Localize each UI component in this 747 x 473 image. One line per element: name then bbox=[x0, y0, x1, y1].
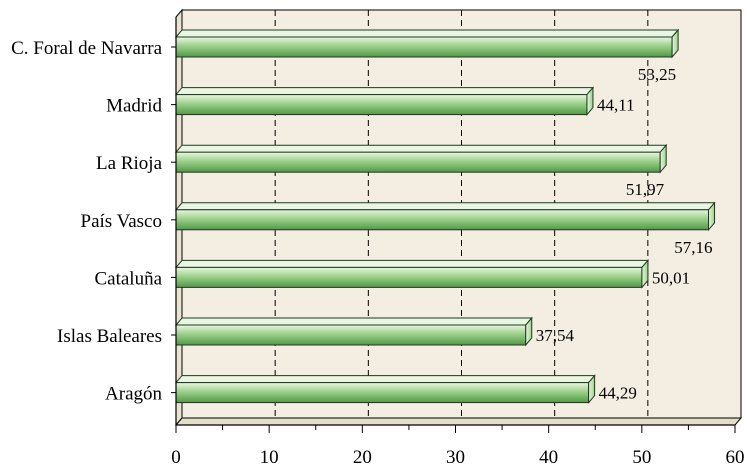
x-tick-label-6: 60 bbox=[726, 447, 745, 468]
bar-cap-0 bbox=[671, 28, 679, 59]
bar-cap-2 bbox=[659, 143, 667, 174]
bar-top-3 bbox=[174, 202, 716, 211]
bar-top-1 bbox=[174, 87, 595, 96]
x-tick-label-3: 30 bbox=[446, 447, 465, 468]
category-label-2: La Rioja bbox=[96, 153, 163, 174]
bar-top-5 bbox=[174, 317, 533, 326]
bar-cap-4 bbox=[641, 259, 649, 289]
category-label-6: Aragón bbox=[105, 384, 162, 405]
bar-6 bbox=[174, 374, 596, 404]
value-label-0: 53,25 bbox=[638, 65, 676, 84]
value-label-5: 37,54 bbox=[536, 326, 575, 345]
category-label-5: Islas Baleares bbox=[57, 326, 162, 347]
value-label-1: 44,11 bbox=[597, 96, 635, 115]
bar-3 bbox=[174, 201, 716, 232]
bar-0 bbox=[174, 28, 680, 59]
bar-front-6 bbox=[175, 382, 590, 404]
bar-top-4 bbox=[174, 259, 650, 268]
x-tick-label-2: 20 bbox=[353, 447, 372, 468]
value-label-4: 50,01 bbox=[652, 268, 690, 287]
bar-front-5 bbox=[175, 324, 527, 346]
bar-front-0 bbox=[175, 36, 673, 58]
plot-floor bbox=[174, 417, 743, 426]
bar-1 bbox=[174, 86, 595, 116]
category-label-1: Madrid bbox=[106, 96, 162, 117]
value-label-2: 51,97 bbox=[626, 180, 665, 199]
value-label-3: 57,16 bbox=[674, 238, 712, 257]
bar-top-2 bbox=[174, 144, 668, 153]
bar-cap-3 bbox=[708, 201, 716, 232]
bar-front-4 bbox=[175, 266, 643, 288]
bar-5 bbox=[174, 316, 533, 347]
bar-cap-5 bbox=[525, 316, 533, 347]
category-label-0: C. Foral de Navarra bbox=[11, 38, 162, 59]
bar-top-6 bbox=[174, 375, 596, 384]
bar-cap-6 bbox=[588, 374, 596, 404]
x-tick-label-5: 50 bbox=[632, 447, 651, 468]
bar-front-3 bbox=[175, 209, 710, 231]
bar-front-2 bbox=[175, 151, 661, 173]
bar-front-1 bbox=[175, 94, 588, 116]
bar-4 bbox=[174, 259, 650, 289]
x-tick-label-1: 10 bbox=[260, 447, 279, 468]
x-tick-label-0: 0 bbox=[171, 447, 181, 468]
bar-top-0 bbox=[174, 29, 680, 38]
category-label-3: País Vasco bbox=[81, 211, 162, 232]
bar-cap-1 bbox=[586, 86, 594, 116]
value-label-6: 44,29 bbox=[599, 384, 637, 403]
x-tick-label-4: 40 bbox=[539, 447, 558, 468]
bar-2 bbox=[174, 143, 668, 174]
category-label-4: Cataluña bbox=[94, 268, 162, 289]
